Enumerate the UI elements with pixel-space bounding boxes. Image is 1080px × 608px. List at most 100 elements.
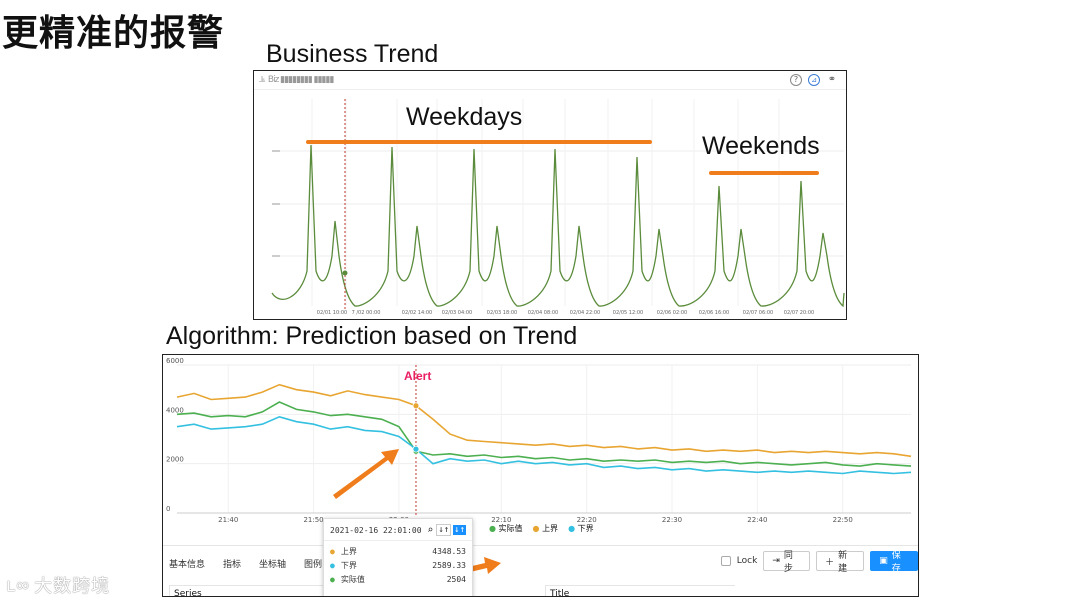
title-section: Title (545, 585, 735, 597)
tooltip-row-value: 2504 (446, 574, 466, 584)
arrow-to-point (333, 449, 399, 499)
lock-label: Lock (736, 556, 758, 566)
title-label: Title (550, 589, 570, 597)
weekdays-bar (306, 140, 652, 144)
series-line-下界 (176, 415, 912, 475)
tooltip-row-value: 2589.33 (432, 560, 466, 570)
plus-icon: ＋ (825, 557, 835, 568)
tooltip-row-label: 下界 (340, 560, 357, 570)
prediction-chart: 020004000600021:4021:5022:0022:1022:2022… (166, 357, 912, 582)
sync-button-label: 同步 (783, 551, 793, 574)
weekends-bar (709, 171, 819, 175)
series-line-上界 (176, 383, 912, 458)
alert-points (412, 402, 420, 455)
legend-item-lower[interactable]: ● 下界 (568, 524, 594, 533)
trend-y-tick (272, 203, 280, 205)
watermark-text: 大数跨境 (34, 576, 111, 597)
trend-x-tick-label: 02/07 20:00 (784, 310, 814, 316)
trend-toolbar: ? ⊿ ⚭ (790, 74, 838, 86)
legend-label-actual: 实际值 (498, 524, 523, 533)
legend-label-upper: 上界 (542, 524, 559, 533)
config-tabs: 基本信息 指标 坐标轴 图例 (169, 557, 322, 570)
trend-header-divider (254, 89, 846, 90)
trend-x-tick-label: 02/06 16:00 (699, 310, 729, 316)
trend-y-tick (272, 255, 280, 257)
series-section: Series (169, 585, 329, 597)
sync-icon: ⇥ (772, 556, 780, 566)
tooltip-time: 2021-02-16 22:01:00 (330, 525, 422, 535)
algo-x-tick-label: 22:20 (577, 516, 597, 524)
alert-label: Alert (404, 369, 432, 383)
trend-y-tick (272, 150, 280, 152)
business-trend-panel: ⫡ Biz ▮▮▮▮▮▮▮▮ ▮▮▮▮▮ ? ⊿ ⚭ 02/01 10:00 7 … (253, 70, 847, 320)
algo-y-tick-label: 4000 (166, 406, 184, 414)
config-actions: Lock ⇥ 同步 ＋新建 ▣ 保存 (721, 551, 918, 574)
algo-x-tick-label: 21:50 (303, 516, 323, 524)
search-icon[interactable]: ⌕ (427, 524, 434, 536)
trend-x-tick-label: 02/02 14:00 (402, 310, 432, 316)
trend-x-tick-label: 02/03 04:00 (442, 310, 472, 316)
tab-metrics[interactable]: 指标 (223, 560, 242, 570)
algo-x-tick-label: 22:30 (662, 516, 682, 524)
algo-x-tick-label: 22:40 (747, 516, 767, 524)
chart-type-icon: ⫡ (259, 75, 266, 85)
tooltip-row-upper: ● 上界 4348.53 (330, 546, 466, 556)
watermark: ʟ∞ 大数跨境 (6, 572, 110, 598)
tooltip-row-label: 实际值 (340, 574, 365, 584)
business-trend-chart: 02/01 10:00 7 /02 00:00 02/02 14:00 02/03 0… (271, 99, 845, 316)
new-button[interactable]: ＋新建 (816, 551, 865, 574)
question-icon[interactable]: ? (790, 74, 802, 86)
weekdays-label: Weekdays (406, 103, 523, 131)
chart-icon[interactable]: ⊿ (808, 74, 820, 86)
tab-legend[interactable]: 图例 (304, 560, 323, 570)
new-button-label: 新建 (838, 551, 848, 574)
save-button[interactable]: ▣ 保存 (870, 551, 918, 574)
algo-series (176, 383, 912, 475)
alert-point-上界 (412, 402, 420, 410)
weekends-label: Weekends (702, 132, 820, 160)
tab-axis[interactable]: 坐标轴 (259, 560, 287, 570)
sort-asc-icon[interactable]: ↓↑ (436, 524, 452, 536)
business-trend-label: Business Trend (266, 40, 439, 68)
sort-desc-icon[interactable]: ↓↑ (453, 525, 466, 535)
tooltip-row-actual: ● 实际值 2504 (330, 574, 466, 584)
algo-x-tick-label: 22:10 (491, 516, 511, 524)
series-line-实际值 (176, 401, 912, 467)
algo-x-tick-label: 21:40 (218, 516, 238, 524)
trend-marker-point (342, 270, 348, 276)
sync-button[interactable]: ⇥ 同步 (763, 551, 811, 574)
trend-line (271, 144, 845, 308)
trend-header: ⫡ Biz ▮▮▮▮▮▮▮▮ ▮▮▮▮▮ (259, 75, 335, 85)
tooltip-row-value: 4348.53 (432, 546, 466, 556)
trend-x-tick-label: 02/06 02:00 (657, 310, 687, 316)
legend-item-upper[interactable]: ● 上界 (532, 524, 559, 533)
trend-grid (272, 99, 844, 306)
algorithm-label: Algorithm: Prediction based on Trend (166, 322, 578, 350)
trend-x-tick-label: 02/01 10:00 (317, 310, 347, 316)
save-icon: ▣ (879, 556, 888, 566)
save-button-label: 保存 (891, 551, 901, 574)
trend-x-tick-label: 02/04 22:00 (570, 310, 600, 316)
tooltip-row-label: 上界 (340, 546, 357, 556)
tooltip-header: 2021-02-16 22:01:00 ⌕ ↓↑ ↓↑ (324, 519, 472, 541)
algo-y-tick-label: 2000 (166, 456, 184, 464)
alert-point-下界 (412, 445, 420, 453)
config-divider (163, 545, 918, 546)
legend-label-lower: 下界 (577, 524, 594, 533)
chart-legend: ● 实际值 ● 上界 ● 下界 (489, 523, 594, 534)
trend-header-text: Biz ▮▮▮▮▮▮▮▮ ▮▮▮▮▮ (267, 75, 335, 85)
lock-checkbox[interactable] (721, 556, 731, 566)
series-label: Series (174, 589, 202, 597)
tab-basic-info[interactable]: 基本信息 (169, 560, 206, 570)
link-icon[interactable]: ⚭ (827, 74, 837, 85)
trend-x-ticks: 02/01 10:00 7 /02 00:00 02/02 14:00 02/03 0… (317, 310, 814, 316)
trend-x-tick-label: 02/04 08:00 (528, 310, 558, 316)
algorithm-panel: 020004000600021:4021:5022:0022:1022:2022… (162, 354, 919, 597)
data-tooltip: 2021-02-16 22:01:00 ⌕ ↓↑ ↓↑ ● 上界 4348.53 ●… (323, 518, 473, 596)
legend-item-actual[interactable]: ● 实际值 (489, 524, 523, 533)
algo-x-tick-label: 22:50 (833, 516, 853, 524)
trend-x-tick-label: 02/03 18:00 (487, 310, 517, 316)
slide-title: 更精准的报警 (2, 13, 225, 54)
tooltip-rows: ● 上界 4348.53 ● 下界 2589.33 ● 实际值 2504 (324, 541, 472, 589)
tooltip-row-lower: ● 下界 2589.33 (330, 560, 466, 570)
